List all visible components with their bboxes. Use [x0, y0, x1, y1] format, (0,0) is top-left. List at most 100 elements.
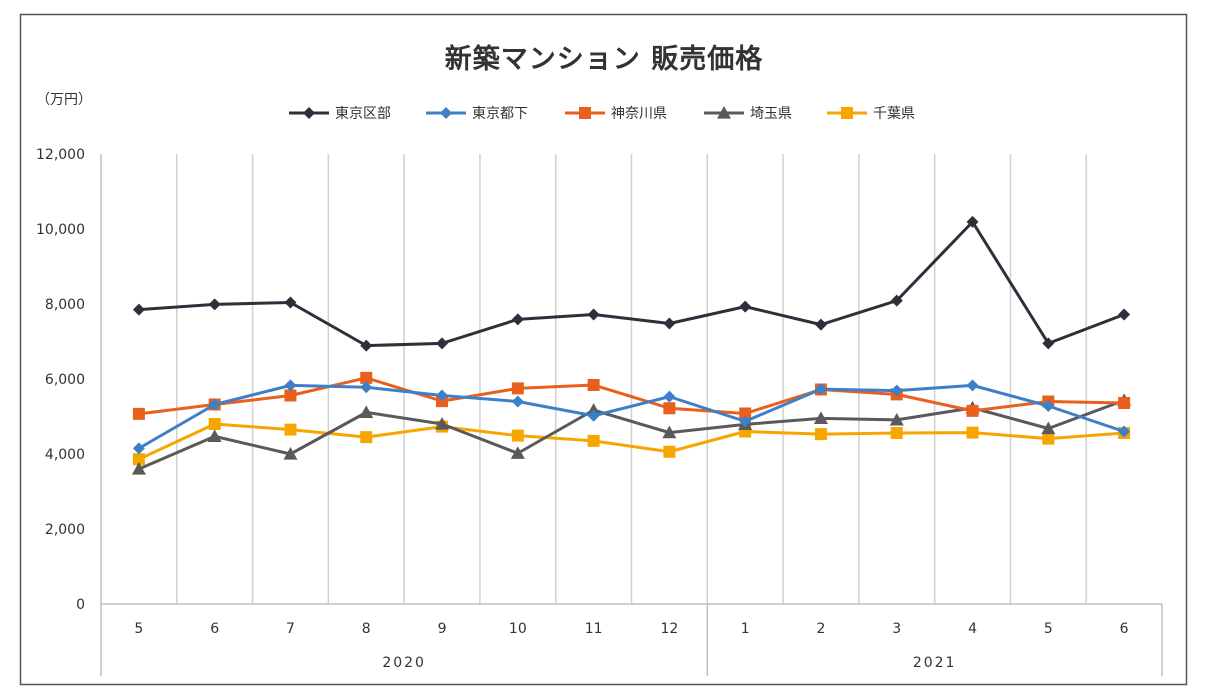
- chart-border: [19, 13, 1188, 686]
- data-point: [360, 381, 373, 394]
- data-point: [132, 442, 145, 455]
- data-point: [739, 407, 752, 420]
- x-axis-tick-labels: 5 6 7 8 9 10 11 12 1 2 3 4 5 6: [134, 621, 1128, 637]
- y-axis-unit-label: （万円）: [36, 92, 92, 108]
- data-point: [587, 379, 600, 391]
- x-tick-label: 10: [509, 621, 527, 637]
- data-point: [208, 418, 221, 430]
- data-point: [739, 300, 752, 313]
- legend-label: 埼玉県: [750, 106, 792, 122]
- legend: 東京区部 東京都下 神奈川県 埼玉県 千葉県: [289, 106, 915, 122]
- series-line: [138, 398, 1125, 471]
- data-point: [966, 215, 979, 228]
- legend-marker: [303, 107, 315, 119]
- y-tick-label: 0: [76, 597, 85, 613]
- data-point: [889, 412, 904, 426]
- data-point: [966, 426, 979, 439]
- data-point: [966, 379, 979, 392]
- series-line: [138, 220, 1125, 348]
- data-point: [813, 411, 828, 424]
- y-tick-label: 8,000: [45, 297, 85, 313]
- y-tick-label: 12,000: [36, 147, 85, 163]
- series-1: [132, 215, 1131, 352]
- data-series: [131, 215, 1132, 475]
- x-tick-label: 1: [741, 621, 750, 637]
- data-point: [283, 447, 298, 460]
- data-point: [1042, 400, 1055, 412]
- data-point: [284, 423, 297, 436]
- y-tick-label: 10,000: [36, 222, 85, 238]
- data-point: [890, 294, 903, 307]
- legend-marker: [717, 106, 731, 119]
- data-point: [890, 427, 903, 439]
- data-point: [814, 383, 827, 396]
- axes: [100, 154, 1163, 676]
- x-tick-label: 9: [438, 621, 447, 637]
- data-point: [1041, 421, 1056, 435]
- data-point: [663, 390, 676, 403]
- legend-item: 千葉県: [827, 106, 915, 122]
- data-point: [360, 339, 373, 352]
- y-tick-label: 4,000: [45, 447, 85, 463]
- x-axis-year-groups: 2020 2021: [382, 655, 957, 671]
- data-point: [511, 313, 524, 326]
- data-point: [359, 405, 374, 418]
- data-point: [662, 425, 677, 439]
- legend-item: 埼玉県: [704, 106, 792, 122]
- data-point: [587, 409, 600, 422]
- data-point: [890, 384, 903, 397]
- legend-marker: [579, 107, 591, 119]
- x-tick-label: 4: [968, 621, 977, 637]
- year-group-label: 2020: [382, 655, 426, 671]
- data-point: [284, 379, 297, 392]
- data-point: [208, 398, 221, 411]
- data-point: [663, 445, 676, 458]
- legend-label: 千葉県: [873, 106, 915, 122]
- data-point: [131, 462, 146, 475]
- chart-title: 新築マンション 販売価格: [445, 43, 763, 75]
- data-point: [436, 337, 449, 350]
- data-point: [511, 395, 524, 408]
- x-tick-label: 2: [817, 621, 826, 637]
- legend-item: 神奈川県: [565, 106, 667, 122]
- x-tick-label: 8: [362, 621, 371, 637]
- data-point: [511, 382, 524, 395]
- legend-marker: [841, 107, 853, 119]
- series-line: [138, 422, 1125, 461]
- data-point: [739, 415, 752, 428]
- year-group-label: 2021: [913, 655, 957, 671]
- data-point: [1118, 397, 1131, 409]
- x-tick-label: 5: [134, 621, 143, 637]
- y-tick-label: 6,000: [45, 372, 85, 388]
- data-point: [814, 318, 827, 331]
- data-point: [132, 303, 145, 316]
- data-point: [1118, 308, 1131, 321]
- x-tick-label: 12: [660, 621, 678, 637]
- data-point: [207, 429, 222, 442]
- data-point: [360, 431, 373, 444]
- y-axis-tick-labels: 0 2,000 4,000 6,000 8,000 10,000 12,000: [36, 147, 85, 613]
- data-point: [586, 403, 601, 416]
- data-point: [587, 308, 600, 321]
- data-point: [510, 446, 525, 459]
- data-point: [284, 296, 297, 309]
- data-point: [132, 407, 145, 420]
- x-tick-label: 7: [286, 621, 295, 637]
- vertical-gridlines: [176, 154, 1087, 604]
- data-point: [208, 298, 221, 311]
- legend-label: 東京区部: [335, 106, 391, 122]
- data-point: [511, 429, 524, 442]
- data-point: [360, 371, 373, 384]
- x-tick-label: 6: [210, 621, 219, 637]
- x-tick-label: 11: [585, 621, 603, 637]
- legend-marker: [440, 107, 452, 119]
- data-point: [966, 404, 979, 417]
- data-point: [435, 417, 450, 430]
- data-point: [1042, 432, 1055, 445]
- data-point: [1042, 337, 1055, 350]
- series-2: [132, 379, 1131, 455]
- data-point: [587, 434, 600, 447]
- data-point: [814, 428, 827, 441]
